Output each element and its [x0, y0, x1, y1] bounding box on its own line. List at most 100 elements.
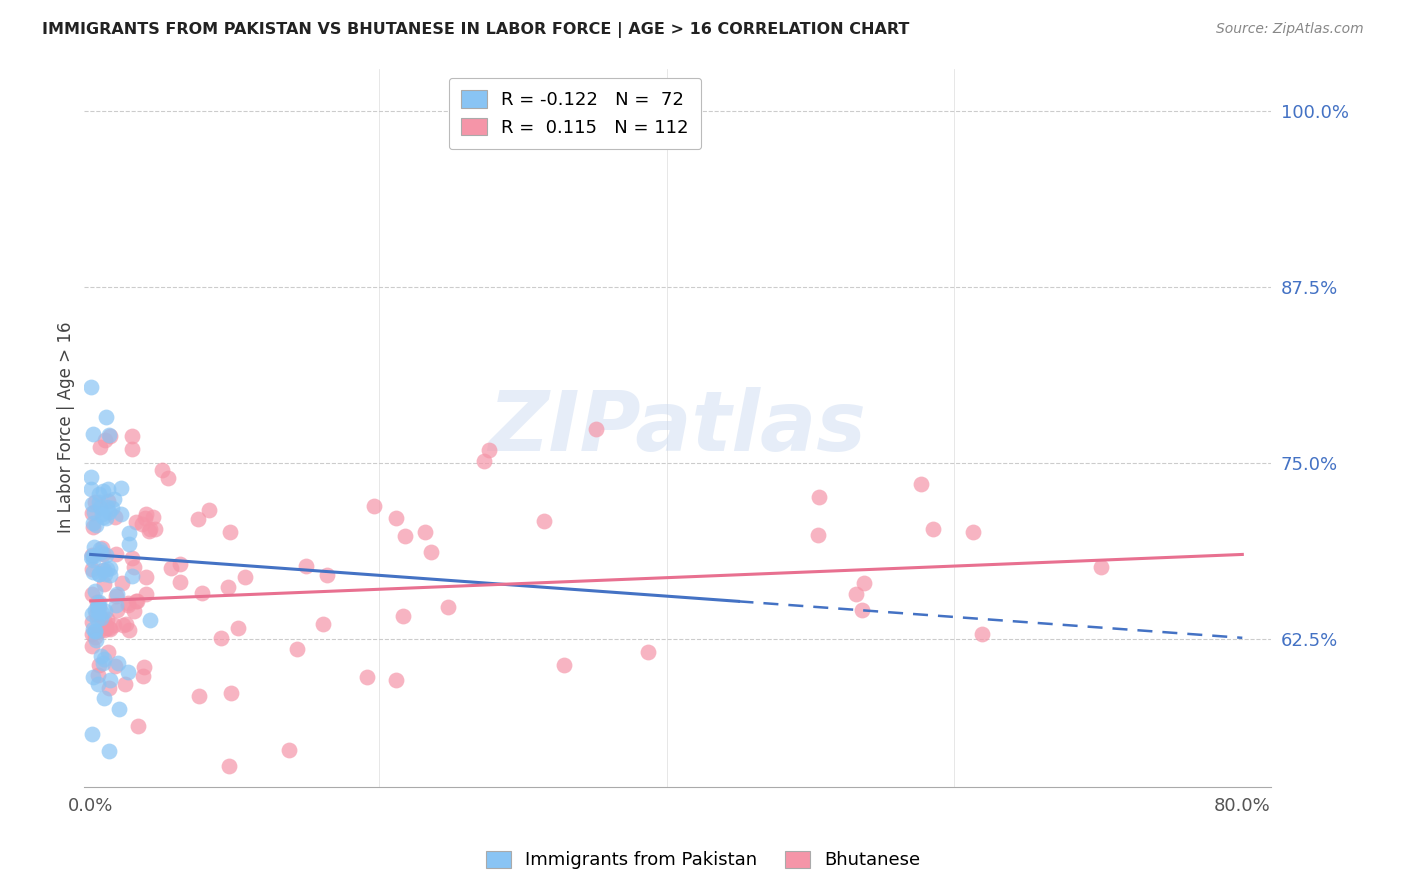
- Point: [122, 560, 145, 574]
- Point: [89, 541, 111, 556]
- Point: [87, 567, 110, 582]
- Point: [391, 609, 413, 624]
- Point: [87, 566, 110, 581]
- Point: [111, 618, 134, 632]
- Text: ZIPatlas: ZIPatlas: [488, 387, 866, 468]
- Point: [89, 440, 111, 454]
- Point: [853, 576, 876, 591]
- Point: [117, 623, 139, 637]
- Point: [104, 659, 127, 673]
- Point: [138, 522, 160, 536]
- Point: [86, 611, 108, 625]
- Point: [169, 558, 191, 572]
- Point: [218, 581, 240, 595]
- Point: [83, 540, 105, 554]
- Point: [125, 515, 148, 529]
- Text: IMMIGRANTS FROM PAKISTAN VS BHUTANESE IN LABOR FORCE | AGE > 16 CORRELATION CHAR: IMMIGRANTS FROM PAKISTAN VS BHUTANESE IN…: [42, 22, 910, 38]
- Point: [156, 471, 179, 485]
- Point: [135, 507, 157, 521]
- Point: [94, 603, 117, 617]
- Point: [87, 495, 110, 509]
- Point: [87, 598, 110, 612]
- Point: [82, 639, 104, 653]
- Point: [83, 506, 105, 520]
- Point: [93, 652, 115, 666]
- Point: [420, 545, 443, 559]
- Point: [478, 443, 501, 458]
- Point: [111, 575, 134, 590]
- Point: [84, 518, 107, 533]
- Point: [132, 659, 155, 673]
- Point: [83, 603, 105, 617]
- Point: [80, 550, 103, 565]
- Point: [86, 601, 108, 615]
- Point: [82, 562, 104, 576]
- Point: [91, 509, 114, 524]
- Point: [585, 422, 607, 436]
- Point: [82, 549, 104, 563]
- Point: [637, 645, 659, 659]
- Point: [82, 587, 104, 601]
- Point: [138, 613, 160, 627]
- Point: [84, 624, 107, 639]
- Point: [277, 743, 299, 757]
- Point: [1090, 560, 1112, 574]
- Point: [82, 615, 104, 630]
- Point: [82, 497, 104, 511]
- Point: [125, 594, 148, 608]
- Point: [97, 645, 120, 659]
- Point: [80, 483, 103, 497]
- Point: [226, 621, 249, 635]
- Point: [89, 649, 111, 664]
- Point: [117, 596, 139, 610]
- Point: [135, 587, 157, 601]
- Point: [90, 541, 112, 555]
- Point: [385, 510, 408, 524]
- Point: [103, 618, 125, 632]
- Point: [385, 673, 408, 688]
- Point: [118, 536, 141, 550]
- Point: [82, 566, 104, 580]
- Point: [105, 590, 128, 604]
- Point: [94, 409, 117, 424]
- Y-axis label: In Labor Force | Age > 16: In Labor Force | Age > 16: [58, 322, 75, 533]
- Point: [97, 483, 120, 497]
- Point: [93, 563, 115, 577]
- Point: [93, 624, 115, 638]
- Point: [125, 594, 148, 608]
- Point: [190, 586, 212, 600]
- Point: [90, 611, 112, 625]
- Point: [93, 547, 115, 561]
- Text: Source: ZipAtlas.com: Source: ZipAtlas.com: [1216, 22, 1364, 37]
- Point: [121, 550, 143, 565]
- Point: [96, 611, 118, 625]
- Point: [98, 568, 121, 582]
- Point: [121, 442, 143, 456]
- Point: [97, 494, 120, 508]
- Point: [356, 670, 378, 684]
- Point: [94, 621, 117, 635]
- Point: [98, 673, 121, 687]
- Point: [91, 657, 114, 671]
- Legend: Immigrants from Pakistan, Bhutanese: Immigrants from Pakistan, Bhutanese: [477, 842, 929, 879]
- Point: [115, 617, 138, 632]
- Point: [311, 617, 333, 632]
- Point: [187, 690, 209, 704]
- Point: [218, 525, 240, 540]
- Point: [87, 604, 110, 618]
- Point: [82, 670, 104, 684]
- Point: [295, 558, 318, 573]
- Point: [970, 627, 993, 641]
- Point: [219, 686, 242, 700]
- Point: [187, 512, 209, 526]
- Point: [209, 631, 232, 645]
- Point: [94, 548, 117, 562]
- Point: [94, 511, 117, 525]
- Point: [363, 499, 385, 513]
- Point: [82, 427, 104, 442]
- Point: [86, 595, 108, 609]
- Point: [84, 630, 107, 644]
- Point: [114, 677, 136, 691]
- Point: [84, 624, 107, 638]
- Point: [134, 511, 156, 525]
